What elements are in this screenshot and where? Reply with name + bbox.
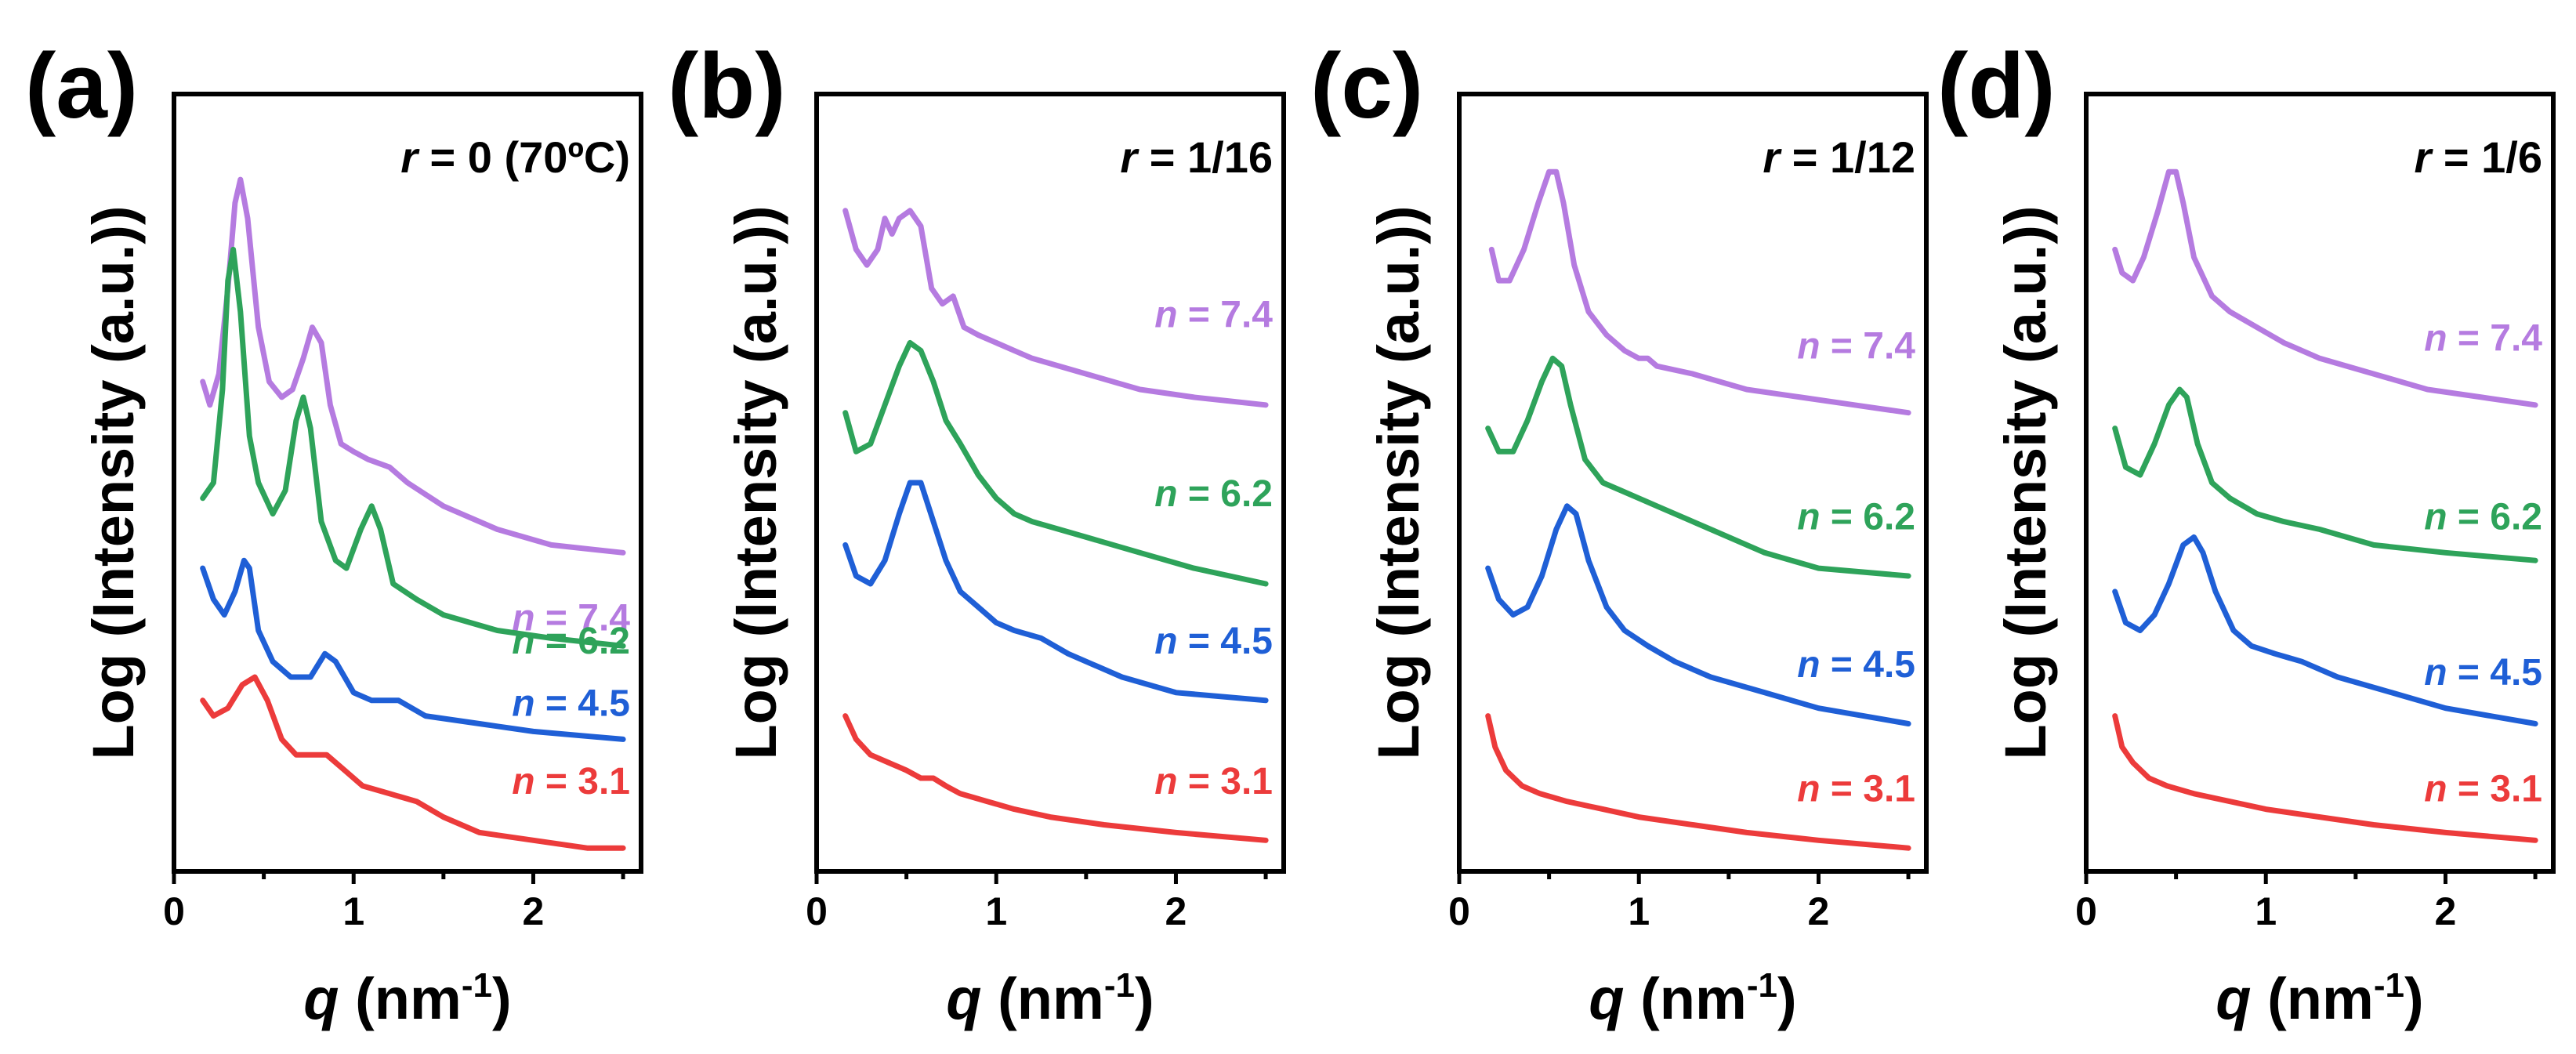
panel-a: n = 7.4n = 6.2 n = 4.5 n = 3.1 0 1 2 q (nm-1) L… bbox=[25, 34, 643, 1031]
plot-frame bbox=[1457, 92, 1929, 874]
series-line-7.4 bbox=[1488, 168, 1911, 416]
panel-label: (a) bbox=[25, 34, 138, 138]
series-label: n = 7.4 bbox=[1154, 295, 1273, 336]
panel-label: (d) bbox=[1937, 34, 2056, 138]
panel-label: (b) bbox=[668, 34, 786, 138]
panel-b: n = 7.4 n = 6.2 n = 4.5 n = 3.1 0 1 2q (nm-1) L… bbox=[668, 34, 1286, 1031]
series-line-7.4 bbox=[2112, 168, 2538, 408]
panel-d: n = 7.4 n = 6.2 n = 4.5 n = 3.1 0 1 2 q (nm-1) L… bbox=[1937, 34, 2556, 1031]
condition-label: r = 0 (70ºC) bbox=[400, 132, 630, 182]
series-line-3.1 bbox=[200, 674, 626, 851]
plot-frame bbox=[2084, 92, 2556, 874]
series-label: n = 7.4 bbox=[512, 597, 630, 639]
series-line-6.2 bbox=[2112, 386, 2538, 563]
series-label: n = 3.1 bbox=[1797, 769, 1915, 810]
series-label: n = 7.4 bbox=[1797, 325, 1915, 367]
y-axis-title: Log (Intensity (a.u.)) bbox=[1993, 205, 2058, 759]
x-tick-label: 1 bbox=[342, 889, 364, 933]
series-label: n = 3.1 bbox=[512, 761, 630, 802]
y-axis-title: Log (Intensity (a.u.)) bbox=[723, 205, 788, 759]
x-tick-label: 0 bbox=[2075, 889, 2097, 933]
series-label: n = 6.2 bbox=[1154, 473, 1273, 515]
series-label: n = 6.2 bbox=[512, 621, 630, 662]
series-label: n = 4.5 bbox=[1797, 644, 1915, 686]
plot-frame bbox=[814, 92, 1286, 874]
series-line-3.1 bbox=[1485, 713, 1911, 851]
x-tick-label: 1 bbox=[985, 889, 1007, 933]
x-axis-title: q (nm-1) bbox=[303, 966, 511, 1031]
series-line-4.5 bbox=[200, 557, 626, 742]
x-tick-label: 1 bbox=[1628, 889, 1650, 933]
x-axis-title: q (nm-1) bbox=[2216, 966, 2423, 1031]
series-line-6.2 bbox=[842, 339, 1269, 587]
series-label: n = 3.1 bbox=[2424, 769, 2542, 810]
series-label: n = 3.1 bbox=[1154, 761, 1273, 802]
series-line-3.1 bbox=[2112, 713, 2538, 843]
series-label: n = 7.4 bbox=[2424, 317, 2542, 359]
series-label: n = 4.5 bbox=[1154, 621, 1273, 662]
y-axis-title: Log (Intensity (a.u.)) bbox=[1366, 205, 1431, 759]
condition-label: r = 1/6 bbox=[2415, 132, 2542, 182]
x-tick-label: 0 bbox=[163, 889, 185, 933]
x-axis-title: q (nm-1) bbox=[1589, 966, 1796, 1031]
x-tick-label: 2 bbox=[523, 889, 545, 933]
y-axis-title: Log (Intensity (a.u.)) bbox=[81, 205, 146, 759]
series-line-6.2 bbox=[200, 246, 626, 649]
condition-label: r = 1/12 bbox=[1763, 132, 1915, 182]
x-tick-label: 2 bbox=[2435, 889, 2457, 933]
x-tick-label: 1 bbox=[2255, 889, 2277, 933]
series-line-4.5 bbox=[2112, 534, 2538, 726]
x-tick-label: 2 bbox=[1808, 889, 1830, 933]
series-label: n = 6.2 bbox=[1797, 497, 1915, 538]
panel-c: n = 7.4 n = 6.2 n = 4.5 n = 3.1 0 1 2 q (nm-1) L… bbox=[1310, 34, 1929, 1031]
x-tick-label: 2 bbox=[1165, 889, 1187, 933]
series-line-6.2 bbox=[1485, 355, 1911, 579]
series-label: n = 4.5 bbox=[2424, 652, 2542, 694]
panel-label: (c) bbox=[1310, 34, 1423, 138]
series-line-7.4 bbox=[200, 176, 626, 556]
series-label: n = 4.5 bbox=[512, 683, 630, 725]
plot-frame bbox=[172, 92, 643, 874]
x-tick-label: 0 bbox=[1448, 889, 1470, 933]
series-line-7.4 bbox=[842, 208, 1269, 408]
series-line-4.5 bbox=[842, 480, 1269, 704]
series-label: n = 6.2 bbox=[2424, 497, 2542, 538]
x-axis-title: q (nm-1) bbox=[946, 966, 1154, 1031]
condition-label: r = 1/16 bbox=[1120, 132, 1273, 182]
series-line-3.1 bbox=[842, 713, 1269, 843]
x-tick-label: 0 bbox=[806, 889, 828, 933]
series-line-4.5 bbox=[1485, 503, 1911, 726]
